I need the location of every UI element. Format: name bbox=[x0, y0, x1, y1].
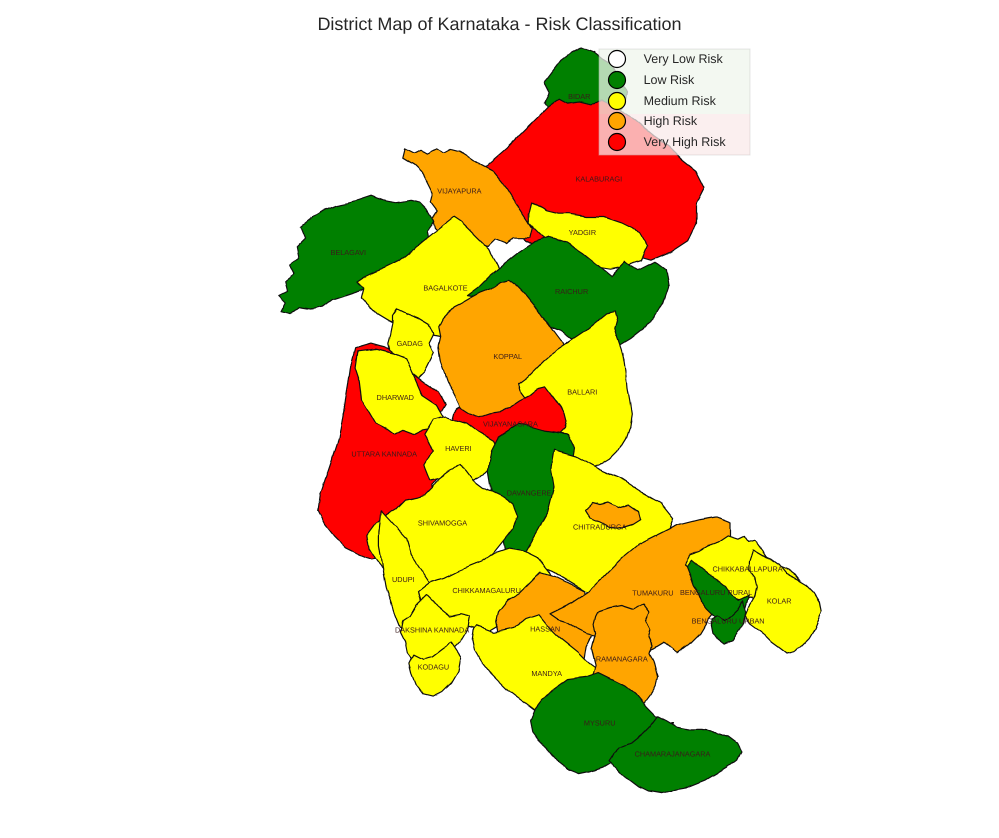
svg-text:DHARWAD: DHARWAD bbox=[377, 393, 414, 402]
svg-text:RAICHUR: RAICHUR bbox=[555, 287, 588, 296]
svg-text:DAVANGERE: DAVANGERE bbox=[507, 488, 552, 497]
svg-text:RAMANAGARA: RAMANAGARA bbox=[596, 655, 648, 664]
svg-text:UTTARA KANNADA: UTTARA KANNADA bbox=[351, 449, 417, 458]
svg-text:BELAGAVI: BELAGAVI bbox=[331, 248, 367, 257]
svg-text:UDUPI: UDUPI bbox=[392, 575, 415, 584]
svg-text:GADAG: GADAG bbox=[397, 339, 424, 348]
svg-text:Medium Risk: Medium Risk bbox=[644, 94, 717, 108]
svg-text:CHIKKAMAGALURU: CHIKKAMAGALURU bbox=[452, 586, 521, 595]
svg-text:KODAGU: KODAGU bbox=[418, 663, 450, 672]
svg-text:High Risk: High Risk bbox=[644, 114, 698, 128]
svg-text:KALABURAGI: KALABURAGI bbox=[575, 175, 622, 184]
svg-text:HAVERI: HAVERI bbox=[445, 444, 472, 453]
svg-text:MANDYA: MANDYA bbox=[531, 669, 562, 678]
svg-text:Very High Risk: Very High Risk bbox=[644, 135, 727, 149]
svg-text:Very Low Risk: Very Low Risk bbox=[644, 52, 724, 66]
svg-text:BIDAR: BIDAR bbox=[568, 92, 590, 101]
svg-text:CHAMARAJANAGARA: CHAMARAJANAGARA bbox=[635, 750, 711, 759]
svg-text:YADGIR: YADGIR bbox=[569, 228, 596, 237]
svg-text:BALLARI: BALLARI bbox=[567, 388, 597, 397]
svg-text:CHITRADURGA: CHITRADURGA bbox=[573, 523, 627, 532]
svg-text:HASSAN: HASSAN bbox=[530, 624, 560, 633]
svg-text:BENGALURU RURAL: BENGALURU RURAL bbox=[680, 588, 752, 597]
svg-text:SHIVAMOGGA: SHIVAMOGGA bbox=[418, 519, 467, 528]
svg-text:CHIKKABALLAPURA: CHIKKABALLAPURA bbox=[713, 565, 783, 574]
svg-text:KOLAR: KOLAR bbox=[767, 597, 792, 606]
svg-text:BENGALURU URBAN: BENGALURU URBAN bbox=[692, 616, 765, 625]
svg-text:VIJAYANAGARA: VIJAYANAGARA bbox=[483, 420, 538, 429]
svg-text:VIJAYAPURA: VIJAYAPURA bbox=[437, 187, 481, 196]
svg-text:Low Risk: Low Risk bbox=[644, 73, 695, 87]
svg-text:District Map of Karnataka - Ri: District Map of Karnataka - Risk Classif… bbox=[317, 14, 681, 34]
svg-text:KOPPAL: KOPPAL bbox=[493, 352, 522, 361]
svg-text:MYSURU: MYSURU bbox=[584, 719, 616, 728]
svg-text:BAGALKOTE: BAGALKOTE bbox=[423, 283, 467, 292]
svg-text:TUMAKURU: TUMAKURU bbox=[632, 589, 673, 598]
svg-text:DAKSHINA KANNADA: DAKSHINA KANNADA bbox=[395, 626, 469, 635]
